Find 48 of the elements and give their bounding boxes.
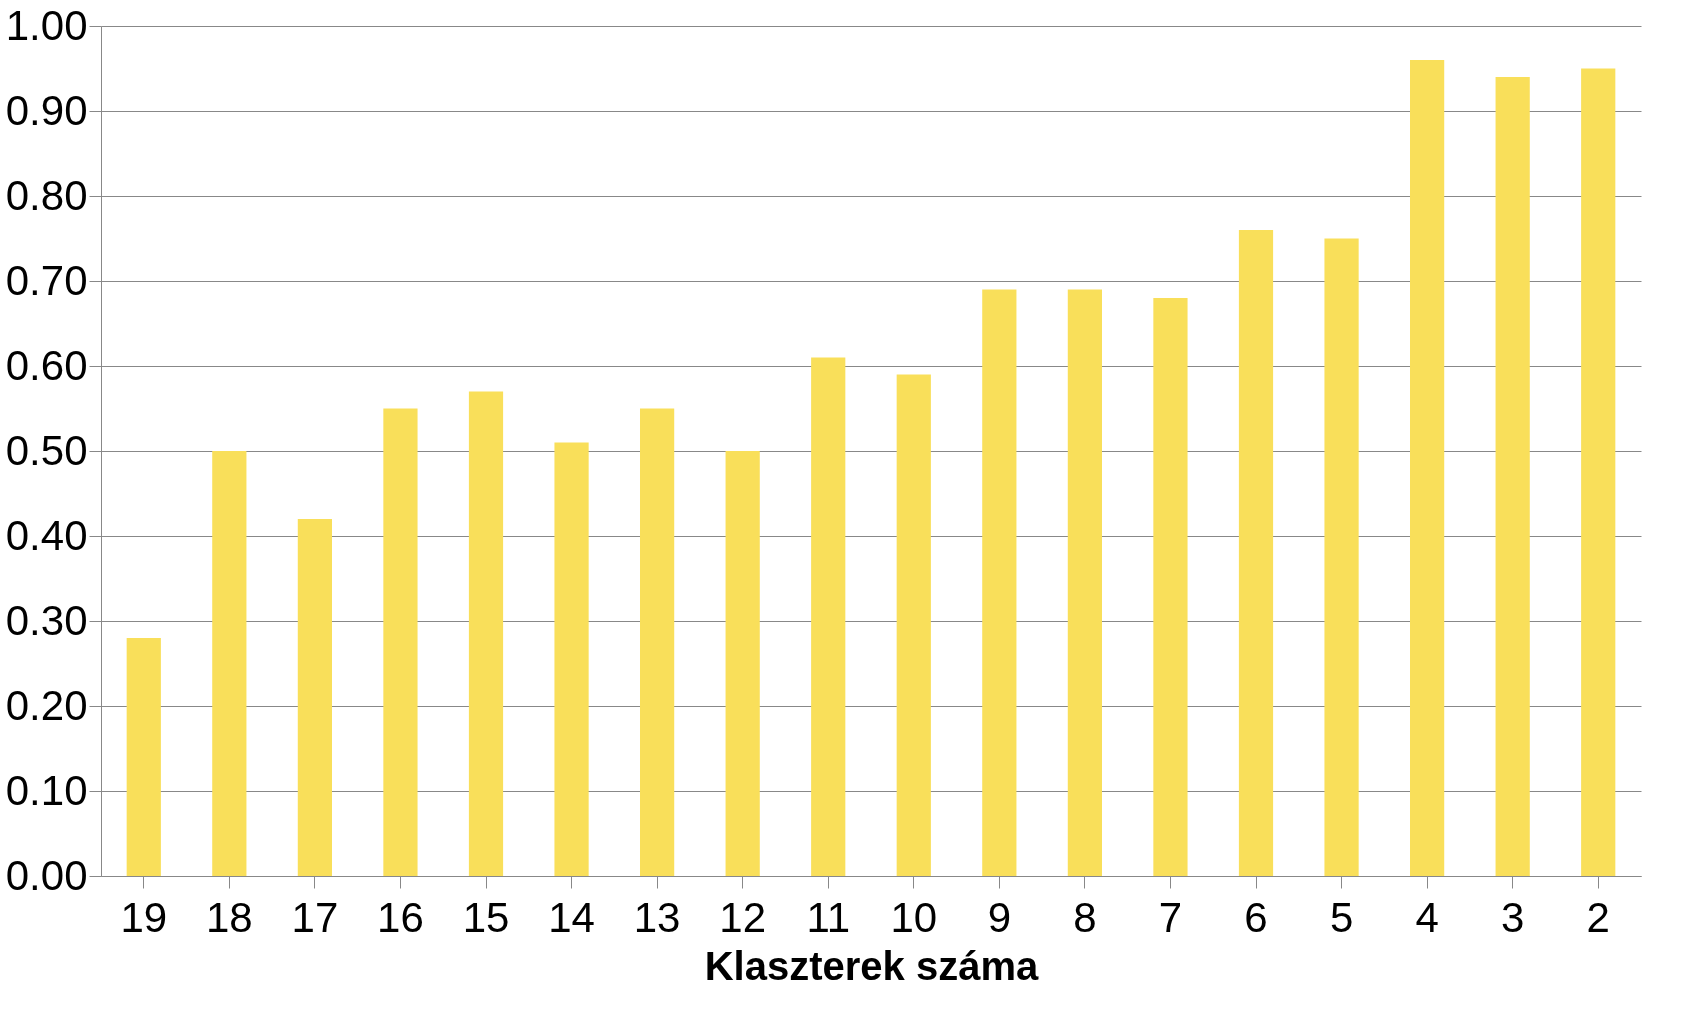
bar [1495, 77, 1530, 876]
x-tick-label: 13 [633, 893, 681, 941]
y-tick-label: 0.30 [5, 596, 88, 644]
x-tick-label: 11 [806, 893, 851, 941]
y-tick-label: 0.70 [5, 256, 88, 304]
x-tick-label: 14 [548, 893, 595, 941]
bar [554, 442, 589, 876]
x-tick-label: 8 [1073, 893, 1097, 941]
x-tick-label: 3 [1500, 893, 1525, 941]
bar [1581, 68, 1616, 876]
x-tick-label: 15 [462, 893, 510, 941]
bar [297, 519, 332, 876]
x-tick-label: 16 [377, 893, 424, 941]
x-tick-label: 7 [1158, 893, 1183, 941]
x-tick-label: 18 [205, 893, 253, 941]
bar [982, 289, 1017, 876]
x-tick-label: 5 [1329, 893, 1354, 941]
x-tick-label: 9 [987, 893, 1012, 941]
y-tick-label: 0.50 [5, 426, 88, 474]
bar [1410, 60, 1445, 876]
bar [896, 374, 931, 876]
x-tick-label: 12 [719, 893, 767, 941]
x-tick-label: 10 [890, 893, 938, 941]
x-tick-label: 17 [291, 893, 339, 941]
bar [383, 408, 418, 876]
x-tick-label: 2 [1586, 893, 1610, 941]
bar [468, 391, 504, 876]
bar [725, 451, 760, 876]
bar [1067, 289, 1102, 876]
bar [1238, 230, 1274, 876]
y-tick-label: 0.10 [5, 766, 88, 814]
y-tick-label: 0.60 [5, 341, 88, 389]
y-tick-label: 0.20 [5, 681, 88, 729]
y-tick-label: 0.80 [5, 171, 88, 219]
bar [811, 357, 846, 876]
y-tick-label: 0.40 [5, 511, 88, 559]
x-tick-label: 19 [120, 893, 168, 941]
y-tick-label: 1.00 [5, 1, 88, 49]
bar [212, 451, 247, 876]
bar [640, 408, 675, 876]
bar [1324, 238, 1359, 876]
bar [1153, 298, 1188, 876]
x-axis-title: Klaszterek száma [704, 943, 1040, 988]
bar [126, 638, 161, 876]
x-tick-label: 6 [1244, 893, 1268, 941]
y-tick-label: 0.00 [5, 851, 88, 899]
y-tick-label: 0.90 [5, 86, 88, 134]
x-tick-label: 4 [1415, 893, 1439, 941]
